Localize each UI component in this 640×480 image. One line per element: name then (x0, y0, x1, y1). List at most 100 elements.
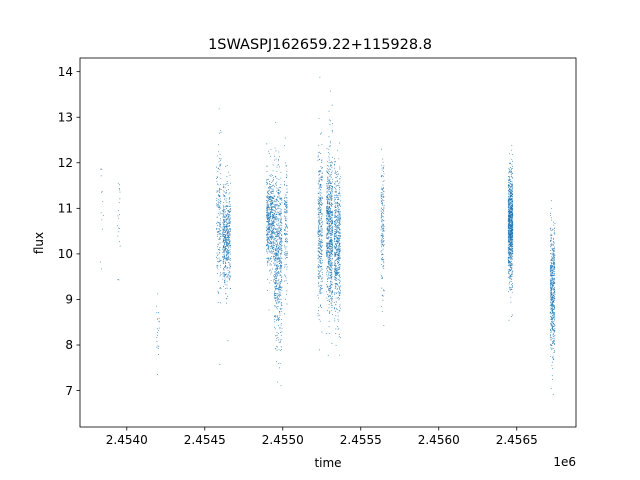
data-point-10-402 (338, 192, 339, 194)
data-point-6-184 (278, 247, 280, 249)
data-point-6-227 (279, 298, 281, 300)
data-point-10-361 (334, 255, 336, 257)
data-point-5-498 (272, 192, 274, 194)
data-point-6-194 (275, 339, 277, 341)
data-point-11-149 (382, 195, 384, 197)
data-point-12-881 (508, 203, 510, 205)
data-point-13-115 (550, 268, 552, 269)
data-point-6-594 (277, 196, 279, 198)
data-point-5-429 (266, 241, 268, 243)
data-point-4-380 (224, 215, 226, 217)
data-point-6-190 (279, 291, 281, 293)
data-point-4-39 (229, 204, 231, 206)
data-point-4-264 (230, 231, 231, 232)
data-point-9-515 (327, 194, 329, 196)
data-point-10-479 (337, 238, 339, 240)
data-point-9-440 (328, 246, 330, 247)
data-point-6-348 (276, 275, 278, 277)
data-point-4-78 (229, 270, 231, 272)
data-point-6-292 (274, 206, 276, 208)
data-point-12-125 (510, 173, 512, 175)
data-point-5-120 (269, 235, 271, 237)
data-point-4-350 (223, 286, 225, 287)
data-point-9-358 (331, 249, 333, 251)
data-point-5-268 (269, 193, 271, 195)
data-point-4-411 (228, 230, 230, 232)
data-point-1-19 (118, 202, 120, 204)
data-point-7-128 (286, 208, 288, 210)
data-point-4-150 (229, 266, 231, 268)
data-point-4-195 (225, 198, 227, 200)
data-point-5-468 (268, 220, 270, 222)
data-point-6-466 (280, 271, 282, 273)
data-point-12-132 (508, 202, 509, 203)
data-point-10-50 (336, 203, 338, 204)
data-point-9-719 (331, 234, 333, 236)
data-point-11-132 (383, 227, 384, 229)
data-point-5-102 (270, 230, 272, 232)
data-point-5-174 (272, 164, 274, 166)
data-point-3-148 (218, 189, 220, 190)
data-point-8-281 (319, 186, 321, 188)
data-point-12-313 (508, 319, 510, 321)
data-point-10-491 (333, 270, 335, 272)
data-point-7-122 (285, 207, 287, 208)
data-point-5-101 (267, 278, 268, 280)
data-point-10-455 (338, 212, 340, 214)
data-point-6-474 (274, 271, 275, 273)
data-point-9-686 (328, 248, 330, 249)
data-point-12-859 (511, 216, 513, 218)
data-point-9-206 (327, 245, 328, 247)
data-point-11-6 (381, 219, 383, 221)
data-point-10-415 (335, 225, 337, 226)
data-point-4-211 (226, 189, 227, 191)
data-point-11-166 (380, 251, 382, 253)
data-point-4-354 (224, 230, 226, 232)
data-point-8-272 (319, 183, 321, 185)
data-point-6-4 (276, 266, 278, 268)
data-point-6-201 (275, 248, 277, 250)
data-point-6-283 (277, 336, 279, 338)
data-point-8-319 (321, 246, 323, 248)
data-point-5-496 (271, 228, 272, 230)
data-point-5-518 (268, 231, 270, 233)
data-point-11-4 (382, 184, 384, 186)
data-point-7-71 (286, 210, 288, 212)
data-point-13-200 (553, 341, 555, 343)
data-point-10-49 (334, 183, 336, 184)
data-point-12-850 (508, 193, 510, 195)
data-point-3-75 (219, 364, 221, 366)
data-point-12-733 (507, 258, 509, 260)
data-point-8-129 (320, 195, 322, 197)
data-point-4-408 (229, 210, 231, 212)
data-point-4-99 (223, 231, 224, 233)
data-point-4-10 (227, 233, 228, 235)
data-point-10-80 (338, 183, 340, 184)
data-point-9-163 (329, 237, 331, 239)
data-point-4-310 (228, 240, 229, 242)
data-point-11-91 (381, 240, 383, 242)
data-point-8-342 (318, 273, 320, 275)
data-point-8-352 (318, 214, 320, 216)
data-point-6-397 (276, 295, 278, 297)
data-point-2-17 (157, 318, 159, 320)
data-point-5-439 (268, 226, 270, 228)
data-point-4-323 (224, 264, 226, 266)
data-point-9-607 (327, 257, 329, 259)
data-point-4-269 (226, 202, 228, 203)
data-point-9-503 (329, 197, 331, 199)
data-point-9-215 (330, 207, 332, 209)
data-point-13-178 (552, 268, 554, 270)
data-point-9-562 (330, 198, 332, 200)
data-point-3-62 (216, 256, 218, 258)
data-point-3-88 (220, 259, 222, 261)
data-point-6-519 (278, 317, 280, 319)
data-point-6-218 (278, 220, 280, 222)
data-point-9-483 (329, 146, 331, 147)
data-point-10-362 (336, 194, 338, 196)
data-point-6-553 (277, 244, 278, 246)
data-point-6-578 (277, 363, 279, 364)
data-point-6-426 (274, 214, 275, 216)
data-point-4-251 (225, 208, 227, 209)
data-point-6-535 (275, 272, 277, 274)
